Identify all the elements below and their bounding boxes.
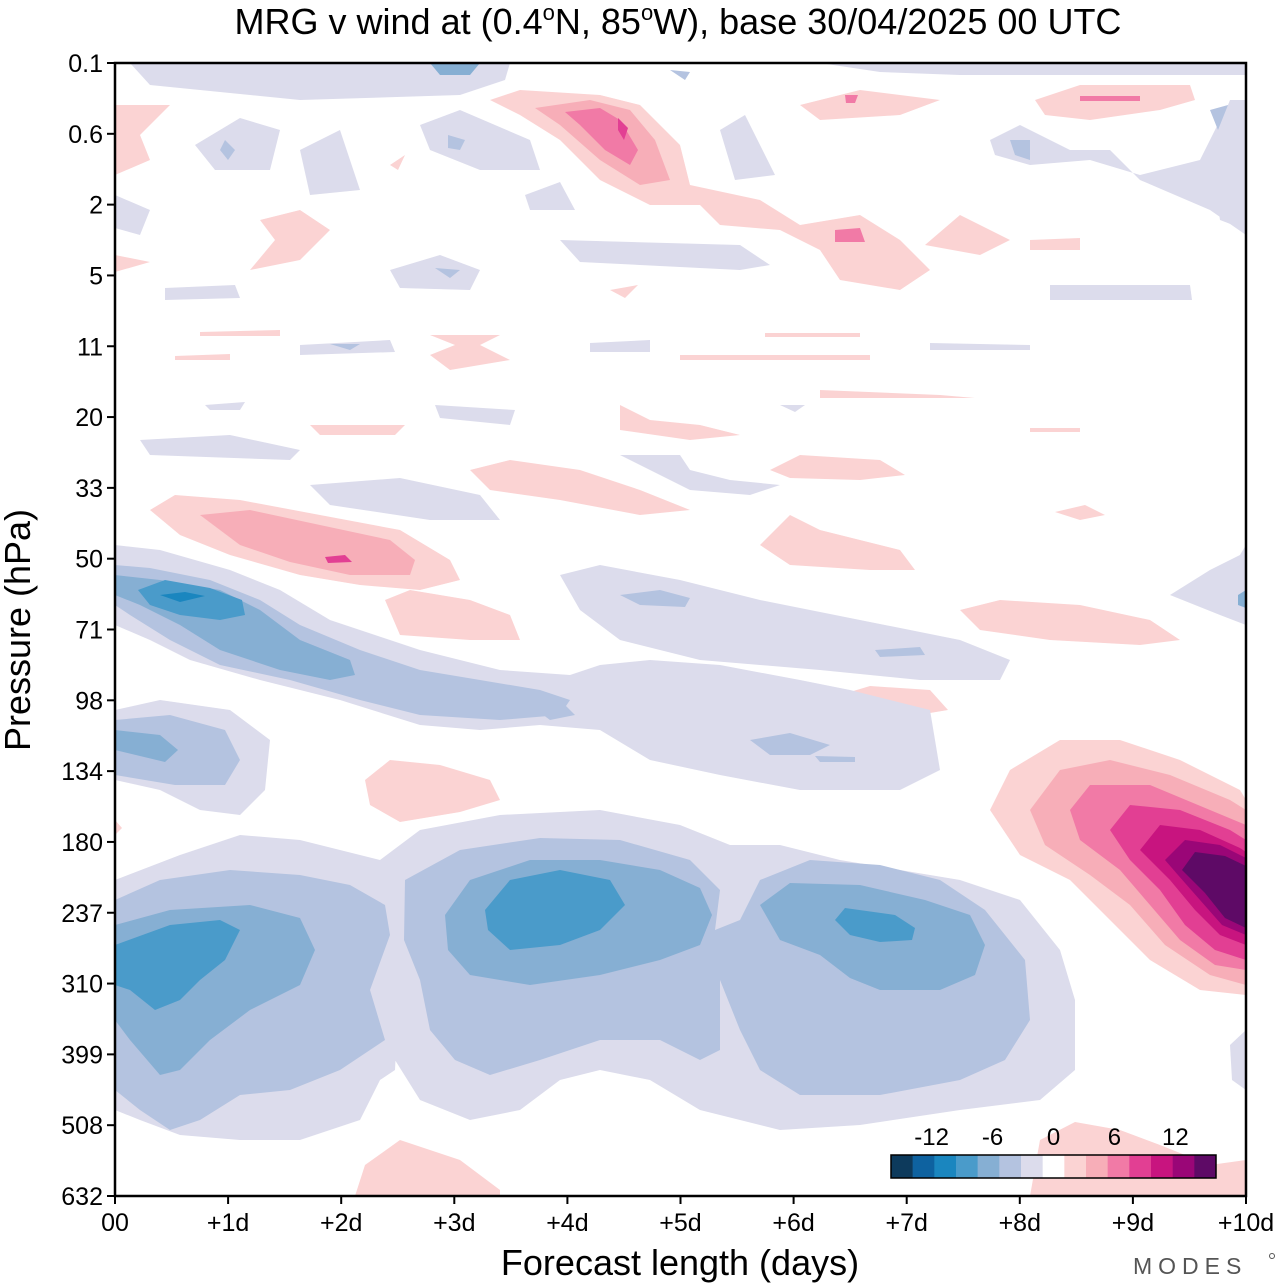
y-tick-label: 20 [75,404,103,432]
wind-field [115,63,1246,1196]
colorbar-swatch [1129,1155,1152,1178]
chart-title: MRG v wind at (0.4oN, 85oW), base 30/04/… [235,0,1122,42]
colorbar-swatch [956,1155,978,1178]
y-tick-label: 11 [77,333,103,361]
x-tick-label: +3d [433,1209,475,1237]
y-tick-label: 508 [61,1112,103,1140]
brand-logo: MODES [1133,1253,1247,1279]
y-tick-label: 0.6 [68,121,103,149]
colorbar-swatch [934,1155,957,1178]
x-tick-label: +6d [772,1209,814,1237]
colorbar-swatch [1021,1155,1043,1178]
y-tick-label: 98 [75,687,103,715]
colorbar-tick-label: -12 [914,1124,949,1151]
x-tick-label: +8d [999,1209,1041,1237]
y-tick-label: 632 [61,1183,103,1211]
y-axis-label: Pressure (hPa) [0,509,38,751]
colorbar-swatch [912,1155,935,1178]
contour-lower-positive [355,740,1246,1196]
contour-upper-positive [115,85,1195,520]
colorbar-swatch [1151,1155,1173,1178]
contour-lower-negative [115,810,1246,1140]
y-tick-label: 50 [75,546,103,574]
registered-mark [1269,1253,1275,1259]
colorbar: -12 -6 0 6 12 [890,1124,1217,1179]
x-tick-label: +4d [546,1209,588,1237]
colorbar-swatch [1086,1155,1108,1178]
x-axis: 00 +1d +2d +3d +4d +5d +6d +7d +8d +9d +10d [101,1196,1274,1237]
x-tick-label: +9d [1112,1209,1154,1237]
colorbar-swatch [1194,1155,1217,1178]
x-tick-label: +5d [659,1209,701,1237]
y-axis: 0.1 0.6 2 5 11 20 33 50 71 98 134 180 237 310 399 508 63… [61,50,115,1211]
y-tick-label: 180 [61,829,103,857]
colorbar-tick-label: 6 [1108,1124,1121,1151]
y-tick-label: 5 [89,262,103,290]
colorbar-swatch [1064,1155,1087,1178]
colorbar-swatch [977,1155,1000,1178]
x-tick-label: +10d [1218,1209,1274,1237]
colorbar-swatch [891,1155,913,1178]
x-axis-label: Forecast length (days) [501,1242,859,1283]
colorbar-tick-label: -6 [982,1124,1003,1151]
colorbar-swatch [1107,1155,1130,1178]
y-tick-label: 2 [89,192,103,220]
y-tick-label: 33 [75,475,103,503]
y-tick-label: 71 [75,617,103,645]
y-tick-label: 399 [61,1041,103,1069]
contour-mid-negative [115,63,1246,815]
colorbar-swatch [1042,1155,1065,1178]
colorbar-swatch [999,1155,1022,1178]
y-tick-label: 310 [61,971,103,999]
x-tick-label: +2d [320,1209,362,1237]
colorbar-frame [890,1154,1217,1179]
colorbar-tick-label: 12 [1162,1124,1189,1151]
y-tick-label: 134 [61,758,103,786]
x-tick-label: +1d [207,1209,249,1237]
colorbar-swatch [1172,1155,1195,1178]
x-tick-label: 00 [101,1209,129,1237]
y-tick-label: 0.1 [68,50,103,78]
x-tick-label: +7d [885,1209,927,1237]
colorbar-tick-label: 0 [1047,1124,1060,1151]
y-tick-label: 237 [61,900,103,928]
